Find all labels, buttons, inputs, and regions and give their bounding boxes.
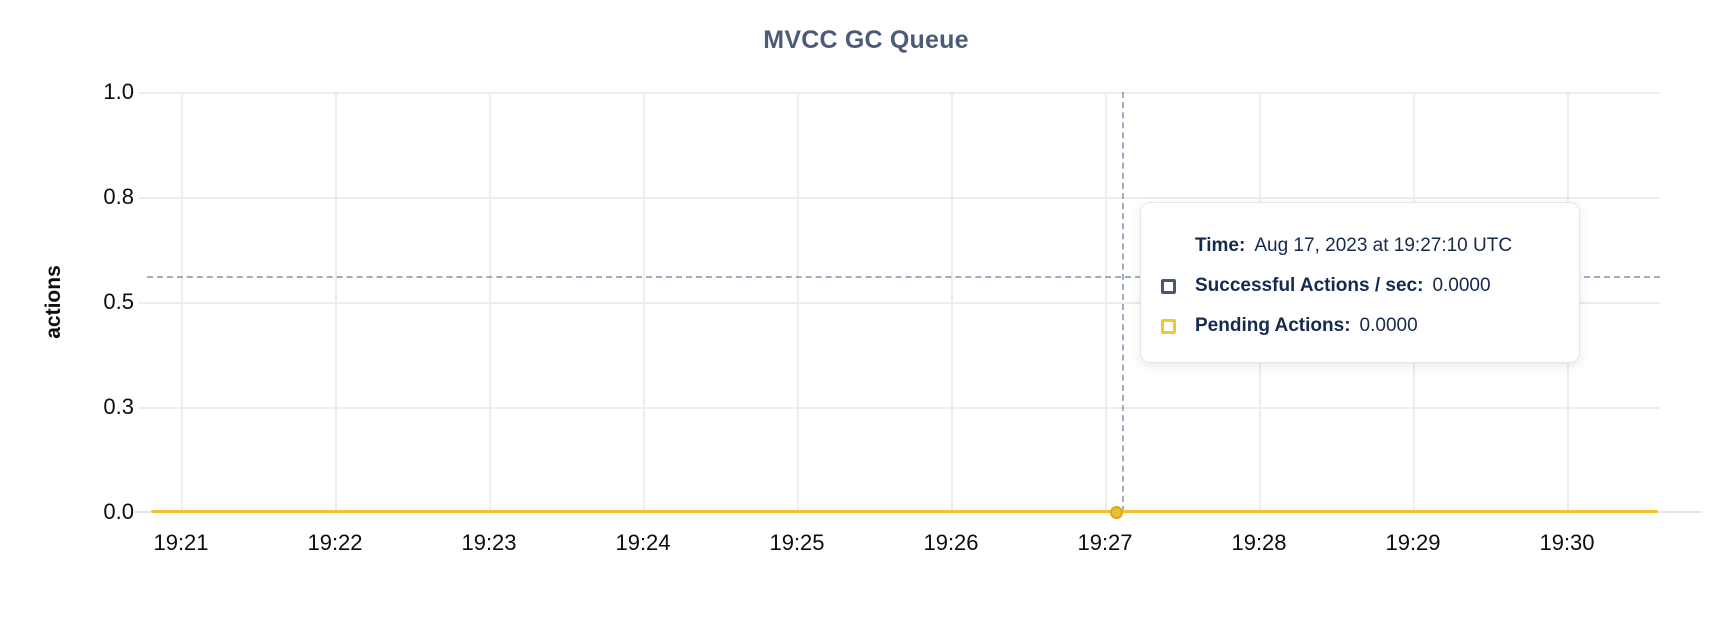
x-tick-label: 19:29: [1385, 530, 1441, 555]
y-tick-label: 0.5: [103, 289, 134, 314]
tooltip-series-row: Successful Actions / sec: 0.0000: [1161, 273, 1555, 299]
gridline-vertical: [643, 92, 645, 512]
gridline-vertical: [797, 92, 799, 512]
pending-actions-series-line: [151, 510, 1658, 513]
gridline-horizontal: [139, 302, 1660, 304]
crosshair-horizontal-line: [147, 276, 1660, 278]
gridline-horizontal: [139, 92, 1660, 94]
y-tick-label: 0.8: [103, 184, 134, 209]
tooltip-series-row: Pending Actions: 0.0000: [1161, 313, 1555, 339]
hovered-datapoint-dot: [1110, 506, 1123, 519]
gridline-horizontal: [139, 197, 1660, 199]
tooltip-time-value: Aug 17, 2023 at 19:27:10 UTC: [1254, 235, 1513, 256]
crosshair-vertical-line: [1122, 92, 1124, 512]
y-tick-label: 1.0: [103, 79, 134, 104]
pending-actions-swatch-icon: [1161, 318, 1176, 334]
gridline-vertical: [951, 92, 953, 512]
chart-title: MVCC GC Queue: [763, 26, 969, 54]
gridline-vertical: [1105, 92, 1107, 512]
tooltip-series-label: Successful Actions / sec:: [1195, 275, 1424, 296]
hover-tooltip: Time: Aug 17, 2023 at 19:27:10 UTC Succe…: [1140, 202, 1580, 363]
gridline-vertical: [489, 92, 491, 512]
x-tick-label: 19:21: [153, 530, 209, 555]
x-tick-label: 19:26: [923, 530, 979, 555]
gridline-horizontal: [139, 407, 1660, 409]
y-tick-label: 0.3: [103, 394, 134, 419]
x-tick-label: 19:24: [615, 530, 671, 555]
y-tick-label: 0.0: [103, 499, 134, 524]
gridline-vertical: [335, 92, 337, 512]
tooltip-series-label: Pending Actions:: [1195, 315, 1351, 336]
x-tick-label: 19:23: [461, 530, 517, 555]
x-tick-label: 19:27: [1077, 530, 1133, 555]
x-tick-label: 19:30: [1539, 530, 1595, 555]
tooltip-time-row: Time: Aug 17, 2023 at 19:27:10 UTC: [1161, 233, 1555, 259]
x-tick-label: 19:28: [1231, 530, 1287, 555]
tooltip-time-label: Time:: [1195, 235, 1246, 256]
x-tick-label: 19:22: [307, 530, 363, 555]
tooltip-series-value: 0.0000: [1359, 315, 1418, 336]
successful-actions-swatch-icon: [1161, 278, 1176, 294]
tooltip-series-value: 0.0000: [1432, 275, 1491, 296]
x-tick-label: 19:25: [769, 530, 825, 555]
gridline-vertical: [181, 92, 183, 512]
